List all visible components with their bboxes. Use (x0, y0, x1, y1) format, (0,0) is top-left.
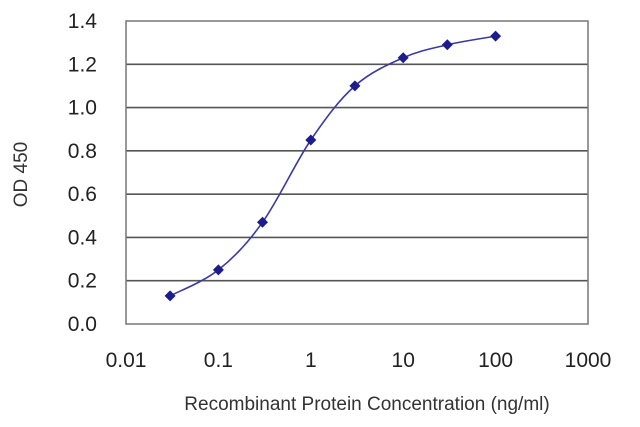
data-point-marker (349, 80, 361, 92)
x-tick-label: 0.1 (204, 349, 233, 372)
y-tick-label: 0.6 (68, 183, 97, 206)
y-axis-ticks: 0.0 0.2 0.4 0.6 0.8 1.0 1.2 1.4 (68, 10, 98, 336)
data-point-marker (164, 290, 176, 302)
x-tick-label: 100 (478, 349, 513, 372)
plot-area-frame (125, 20, 589, 325)
data-point-marker (441, 39, 453, 51)
y-tick-label: 1.0 (68, 97, 97, 120)
y-tick-label: 0.4 (68, 226, 98, 249)
x-tick-label: 1000 (565, 349, 612, 372)
x-tick-label: 10 (392, 349, 415, 372)
series-line (169, 35, 496, 297)
series-curve (169, 35, 496, 297)
data-point-marker (397, 52, 409, 64)
x-tick-label: 0.01 (106, 349, 147, 372)
data-point-marker (257, 216, 268, 228)
data-point-marker (490, 30, 502, 42)
x-axis-ticks: 0.01 0.1 1 10 100 1000 (106, 349, 612, 372)
y-tick-label: 1.2 (68, 53, 97, 76)
y-tick-label: 1.4 (68, 10, 98, 33)
y-tick-label: 0.0 (68, 313, 97, 336)
data-point-marker (305, 134, 317, 146)
series-markers (164, 30, 502, 302)
y-axis-title: OD 450 (11, 142, 32, 207)
y-tick-label: 0.8 (68, 140, 97, 163)
x-tick-label: 1 (305, 349, 317, 372)
data-point-marker (212, 264, 224, 276)
x-axis-title: Recombinant Protein Concentration (ng/ml… (184, 394, 549, 415)
grid-lines (126, 63, 588, 282)
y-tick-label: 0.2 (68, 270, 97, 293)
